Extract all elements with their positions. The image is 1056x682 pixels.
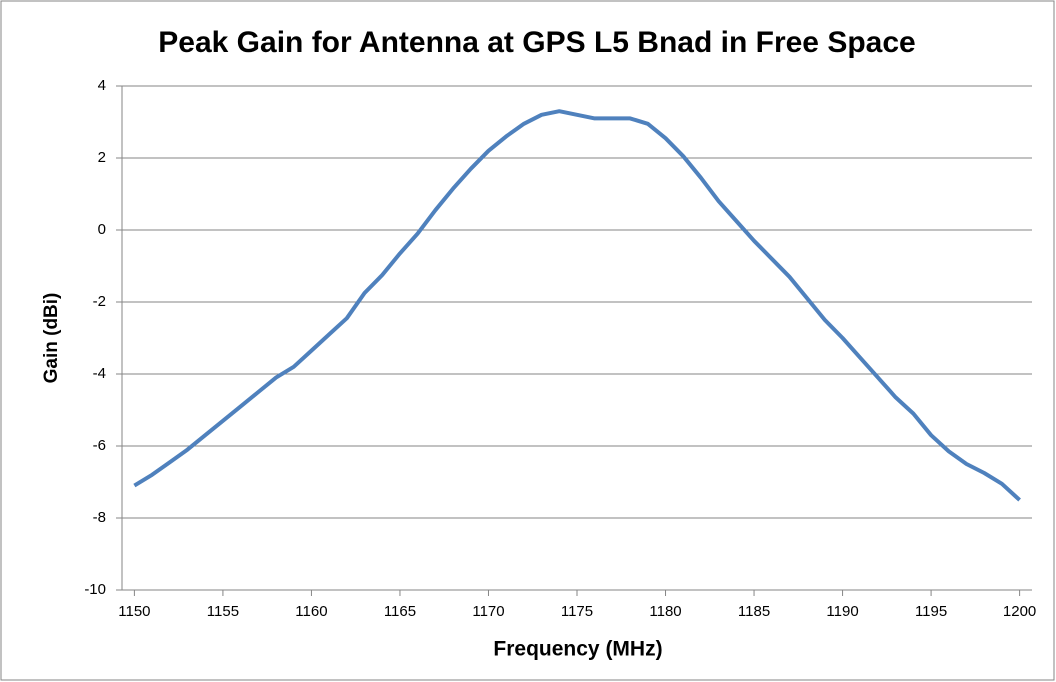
x-tick-label: 1160 — [295, 603, 327, 620]
chart-title: Peak Gain for Antenna at GPS L5 Bnad in … — [158, 26, 915, 59]
y-tick-label: 4 — [98, 77, 106, 94]
y-tick-label: -8 — [93, 509, 106, 526]
x-tick-label: 1170 — [472, 603, 504, 620]
y-tick-label: 0 — [98, 221, 106, 238]
y-tick-label: -6 — [93, 437, 106, 454]
x-tick-label: 1155 — [207, 603, 239, 620]
y-tick-label: -4 — [93, 365, 106, 382]
x-tick-label: 1200 — [1003, 603, 1036, 620]
x-tick-label: 1195 — [915, 603, 947, 620]
x-tick-label: 1185 — [738, 603, 770, 620]
y-axis-label: Gain (dBi) — [41, 293, 62, 384]
x-tick-label: 1150 — [118, 603, 150, 620]
x-tick-label: 1190 — [826, 603, 858, 620]
y-tick-label: -2 — [93, 293, 106, 310]
y-tick-label: -10 — [84, 581, 106, 598]
x-tick-label: 1165 — [384, 603, 416, 620]
x-tick-label: 1175 — [561, 603, 593, 620]
data-line — [133, 109, 1021, 502]
x-axis-label: Frequency (MHz) — [493, 638, 662, 661]
y-tick-label: 2 — [98, 149, 106, 166]
x-tick-label: 1180 — [649, 603, 681, 620]
